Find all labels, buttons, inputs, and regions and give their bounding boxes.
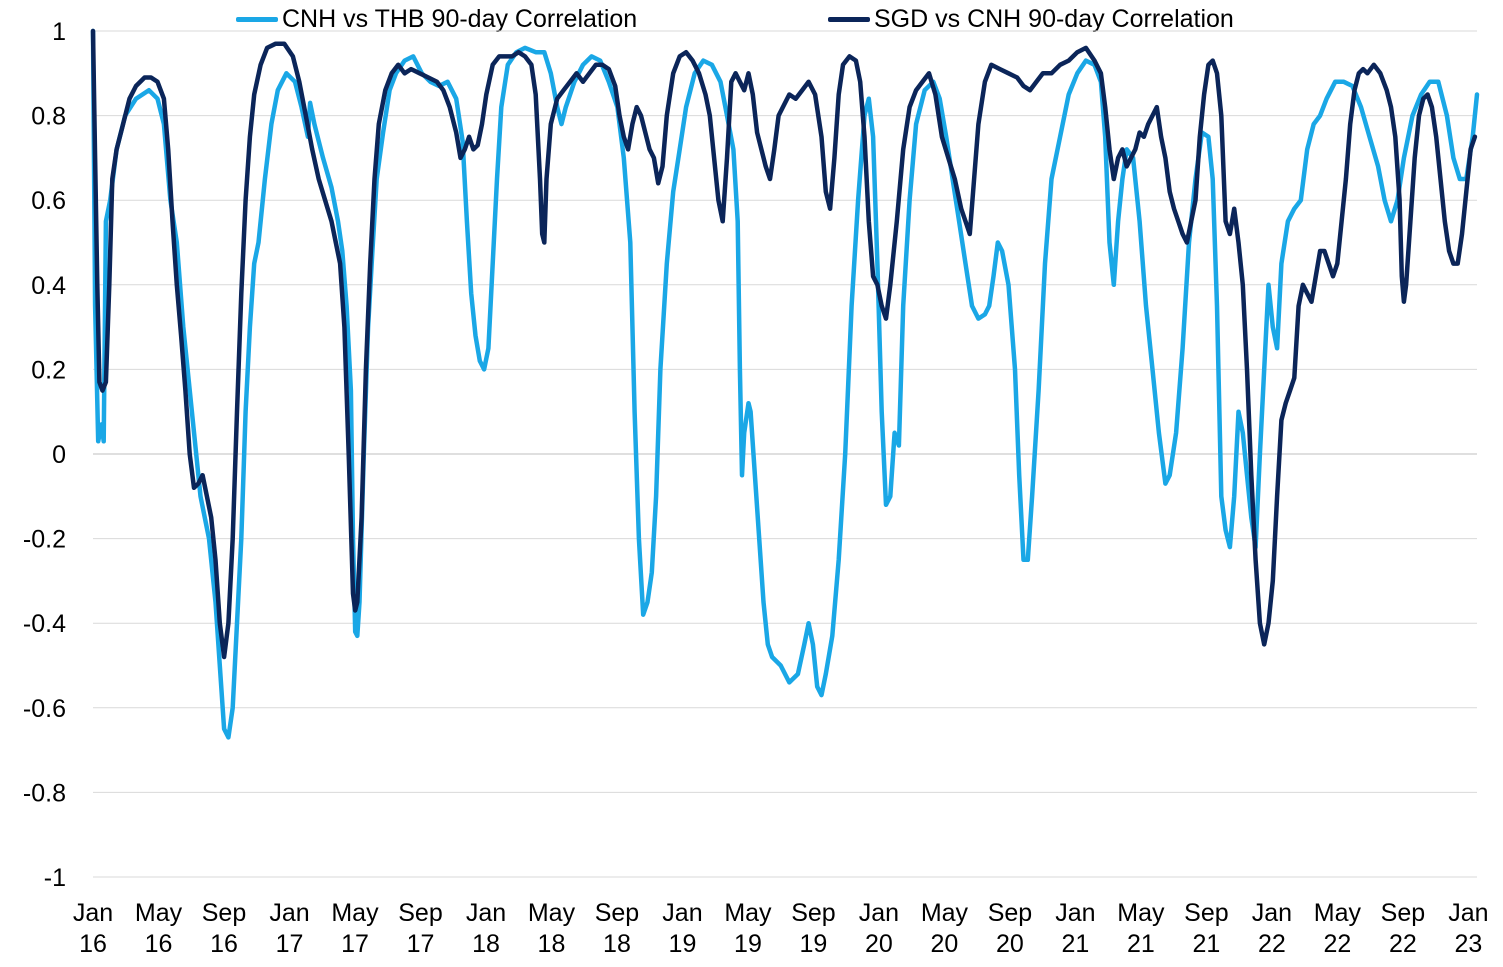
y-tick-label: 0.4	[31, 272, 66, 300]
x-tick-month: Sep	[202, 899, 246, 927]
x-tick-year: 18	[538, 930, 566, 958]
legend-swatch-sgd-cnh	[828, 16, 870, 22]
x-tick-year: 16	[79, 930, 107, 958]
x-tick-month: Jan	[466, 899, 506, 927]
x-tick-month: Sep	[1381, 899, 1425, 927]
x-tick-year: 20	[931, 930, 959, 958]
y-axis-labels: 1 0.8 0.6 0.4 0.2 0 -0.2 -0.4 -0.6 -0.8 -1	[23, 18, 66, 892]
x-tick-month: Jan	[1252, 899, 1292, 927]
x-tick-month: May	[331, 899, 379, 927]
x-tick-month: May	[921, 899, 969, 927]
x-tick-month: Jan	[1055, 899, 1095, 927]
y-tick-label: 0	[52, 441, 66, 469]
x-tick-year: 17	[407, 930, 435, 958]
series-line-cnh-thb	[90, 28, 1480, 740]
y-tick-label: -0.6	[23, 695, 66, 723]
x-tick-month: May	[135, 899, 183, 927]
x-tick-label: Jan 17	[269, 899, 309, 958]
x-tick-year: 18	[603, 930, 631, 958]
x-tick-year: 19	[669, 930, 697, 958]
x-tick-year: 18	[472, 930, 500, 958]
x-tick-year: 20	[865, 930, 893, 958]
x-axis-labels: Jan 16 May 16 Sep 16 Jan 17 May 17 Sep 17 Jan 18 May 18…	[73, 899, 1489, 958]
y-tick-label: 0.6	[31, 187, 66, 215]
x-tick-month: Sep	[398, 899, 442, 927]
x-tick-month: May	[1117, 899, 1165, 927]
x-tick-label: May 18	[528, 899, 576, 958]
y-tick-label: -1	[44, 864, 66, 892]
x-tick-label: May 19	[724, 899, 772, 958]
legend-label-cnh-thb: CNH vs THB 90-day Correlation	[282, 4, 638, 33]
x-tick-label: Sep 18	[595, 899, 639, 958]
x-tick-month: May	[1314, 899, 1362, 927]
legend-item-cnh-thb: CNH vs THB 90-day Correlation	[236, 2, 637, 36]
x-tick-month: Jan	[662, 899, 702, 927]
gridlines	[93, 30, 1477, 878]
y-tick-label: -0.4	[23, 610, 66, 638]
x-tick-year: 21	[1193, 930, 1221, 958]
legend-label-sgd-cnh: SGD vs CNH 90-day Correlation	[874, 4, 1234, 33]
x-tick-label: Jan 20	[859, 899, 899, 958]
x-tick-year: 21	[1127, 930, 1155, 958]
x-tick-label: Sep 17	[398, 899, 442, 958]
x-tick-label: May 20	[921, 899, 969, 958]
x-tick-label: Sep 16	[202, 899, 246, 958]
y-tick-label: -0.8	[23, 779, 66, 807]
x-tick-month: May	[528, 899, 576, 927]
y-tick-label: -0.2	[23, 526, 66, 554]
x-tick-month: Jan	[859, 899, 899, 927]
x-tick-year: 16	[210, 930, 238, 958]
x-tick-year: 17	[276, 930, 304, 958]
x-tick-month: May	[724, 899, 772, 927]
x-tick-month: Jan	[269, 899, 309, 927]
x-tick-label: Jan 23	[1448, 899, 1488, 958]
x-tick-year: 22	[1258, 930, 1286, 958]
x-tick-label: Jan 21	[1055, 899, 1095, 958]
y-tick-label: 1	[52, 18, 66, 46]
x-tick-label: May 16	[135, 899, 183, 958]
x-tick-year: 22	[1324, 930, 1352, 958]
x-tick-label: May 21	[1117, 899, 1165, 958]
x-tick-label: Jan 22	[1252, 899, 1292, 958]
x-tick-month: Sep	[1184, 899, 1228, 927]
x-tick-year: 22	[1389, 930, 1417, 958]
x-tick-year: 20	[996, 930, 1024, 958]
legend-item-sgd-cnh: SGD vs CNH 90-day Correlation	[828, 2, 1234, 36]
x-tick-year: 19	[800, 930, 828, 958]
x-tick-label: Jan 16	[73, 899, 113, 958]
x-tick-year: 17	[341, 930, 369, 958]
x-tick-label: Sep 19	[791, 899, 835, 958]
x-tick-year: 16	[145, 930, 173, 958]
x-tick-label: May 17	[331, 899, 379, 958]
x-tick-label: May 22	[1314, 899, 1362, 958]
x-tick-month: Sep	[988, 899, 1032, 927]
y-tick-label: 0.2	[31, 356, 66, 384]
y-tick-label: 0.8	[31, 103, 66, 131]
x-tick-month: Sep	[791, 899, 835, 927]
x-tick-year: 23	[1454, 930, 1482, 958]
x-tick-label: Jan 19	[662, 899, 702, 958]
x-tick-label: Jan 18	[466, 899, 506, 958]
x-tick-month: Jan	[73, 899, 113, 927]
x-tick-year: 19	[734, 930, 762, 958]
x-tick-month: Sep	[595, 899, 639, 927]
x-tick-label: Sep 22	[1381, 899, 1425, 958]
series-lines	[90, 28, 1480, 740]
x-tick-year: 21	[1062, 930, 1090, 958]
series-line-sgd-cnh	[90, 28, 1478, 660]
x-tick-month: Jan	[1448, 899, 1488, 927]
x-tick-label: Sep 20	[988, 899, 1032, 958]
legend-swatch-cnh-thb	[236, 16, 278, 22]
x-tick-label: Sep 21	[1184, 899, 1228, 958]
